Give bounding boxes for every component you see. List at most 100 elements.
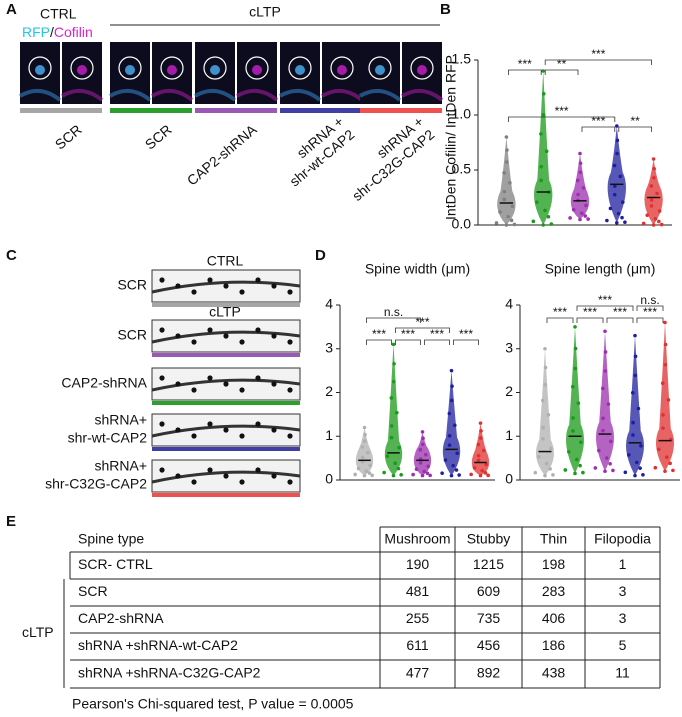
signal [35, 65, 45, 75]
data-point [651, 223, 656, 227]
group-bar [152, 401, 300, 405]
table-cell: 190 [406, 556, 430, 572]
data-point [645, 213, 650, 218]
dendrite [151, 378, 301, 392]
row-label: shRNA +shRNA-C32G-CAP2 [78, 665, 261, 681]
significance: *** [459, 327, 473, 341]
data-point [451, 463, 456, 468]
data-point [593, 466, 598, 470]
data-point [573, 471, 577, 476]
data-point [551, 473, 555, 477]
data-point [580, 211, 584, 216]
data-point [655, 191, 659, 196]
spine-highlight [160, 56, 184, 80]
significance: *** [553, 305, 567, 319]
data-point [611, 468, 615, 473]
spine [223, 283, 229, 289]
dendrite [108, 88, 152, 102]
y-tick-label: 1.0 [452, 106, 472, 122]
data-point [630, 390, 635, 395]
data-point [663, 362, 668, 367]
spine [287, 289, 293, 295]
data-point [447, 434, 452, 438]
row-label: CAP2-shRNA [78, 610, 164, 626]
data-point [362, 473, 367, 478]
data-point [541, 69, 545, 73]
data-point [596, 448, 601, 453]
data-point [652, 166, 656, 171]
data-cloud [656, 322, 674, 472]
dendrite [60, 88, 104, 102]
dendrite [151, 470, 301, 484]
data-point [581, 470, 585, 475]
data-point [391, 473, 396, 478]
data-point [568, 216, 572, 220]
data-point [633, 354, 638, 359]
data-point [541, 112, 546, 117]
spine [159, 421, 165, 427]
bracket [544, 69, 579, 75]
data-point [389, 396, 394, 400]
significance: *** [415, 315, 429, 329]
data-point [399, 473, 403, 477]
bracket [618, 126, 652, 132]
spine [207, 375, 213, 381]
significance: *** [643, 305, 657, 319]
data-point [668, 461, 672, 466]
data-point [508, 181, 512, 185]
y-tick-label: 1 [505, 427, 513, 443]
data-point [541, 223, 545, 227]
data-point [502, 171, 506, 175]
table-cell: 438 [542, 665, 566, 681]
spine [175, 427, 181, 433]
data-cloud [413, 431, 432, 476]
data-point [539, 132, 543, 136]
spine-highlight [28, 56, 52, 80]
bracket [576, 317, 604, 323]
data-point [397, 445, 401, 450]
data-point [636, 406, 641, 411]
data-point [420, 442, 425, 447]
group-label: shRNA +shr-wt-CAP2 [275, 113, 357, 189]
panel-label: C [6, 247, 17, 264]
data-point [536, 455, 541, 459]
y-tick-label: 0.5 [452, 161, 472, 177]
data-point [543, 346, 547, 351]
data-point [549, 446, 553, 451]
table-cell: 477 [406, 665, 430, 681]
data-point [362, 425, 367, 430]
bracket [453, 339, 479, 345]
signal [210, 65, 220, 75]
data-point [649, 204, 654, 208]
group-bar [360, 108, 442, 113]
data-point [370, 473, 374, 478]
signal [295, 65, 305, 75]
table-cell: 3 [619, 583, 627, 599]
data-point [660, 381, 665, 386]
row-label: shRNA +shRNA-wt-CAP2 [78, 637, 238, 653]
data-point [449, 368, 454, 373]
data-point [548, 467, 552, 471]
data-point [664, 455, 669, 459]
y-tick-label: 0 [505, 471, 513, 487]
data-point [421, 436, 425, 441]
dendrite [278, 88, 322, 102]
group-bar [152, 303, 300, 307]
data-point [447, 411, 452, 416]
y-tick-label: 4 [325, 296, 333, 312]
data-point [385, 454, 390, 459]
data-point [362, 439, 367, 443]
data-point [546, 413, 551, 417]
spine [271, 283, 277, 289]
data-point [356, 466, 361, 471]
data-point [455, 451, 459, 456]
data-point [573, 325, 577, 329]
dendrite [151, 280, 301, 294]
data-point [631, 420, 635, 425]
data-point [651, 157, 656, 161]
table-header: Spine type [78, 531, 144, 547]
data-point [457, 473, 461, 477]
data-cloud [607, 126, 626, 223]
data-point [483, 471, 488, 475]
bracket [366, 339, 392, 345]
